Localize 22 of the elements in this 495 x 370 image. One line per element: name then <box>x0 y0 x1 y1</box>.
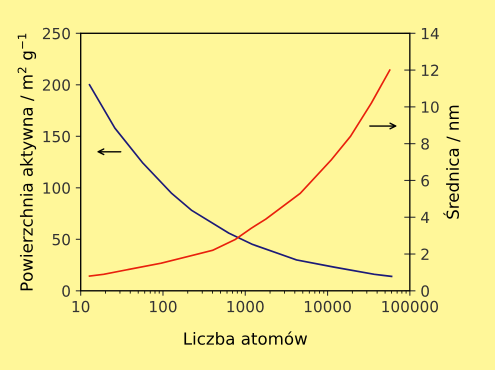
x-tick-label: 10000 <box>304 300 351 312</box>
y2-tick-label: 10 <box>422 101 439 113</box>
y2-tick-label: 6 <box>421 174 430 186</box>
y2-tick-label: 2 <box>421 248 428 260</box>
y2-tick-label: 14 <box>422 28 439 40</box>
y-tick-label: 100 <box>43 182 70 194</box>
y-tick-label: 50 <box>52 234 70 246</box>
x-axis-title: Liczba atomów <box>184 331 308 345</box>
y-tick-label: 250 <box>42 28 70 40</box>
x-tick-label: 100000 <box>382 300 438 312</box>
x-tick-label: 100 <box>150 300 177 312</box>
y2-tick-label: 4 <box>421 212 430 224</box>
y-tick-label: 200 <box>42 79 70 91</box>
y2-tick-label: 12 <box>422 64 438 76</box>
y2-tick-label: 0 <box>421 285 429 297</box>
x-tick-label: 1000 <box>228 300 264 312</box>
x-tick-label: 10 <box>72 300 90 312</box>
y2-axis-title: Średnica / nm <box>443 106 460 219</box>
y-tick-label: 150 <box>43 130 70 142</box>
y2-tick-label: 8 <box>421 138 429 150</box>
y-axis-title: Powierzchnia aktywna / m$^{2}$ g$^{−1}$ <box>18 34 36 290</box>
y-tick-label: 0 <box>62 285 70 297</box>
